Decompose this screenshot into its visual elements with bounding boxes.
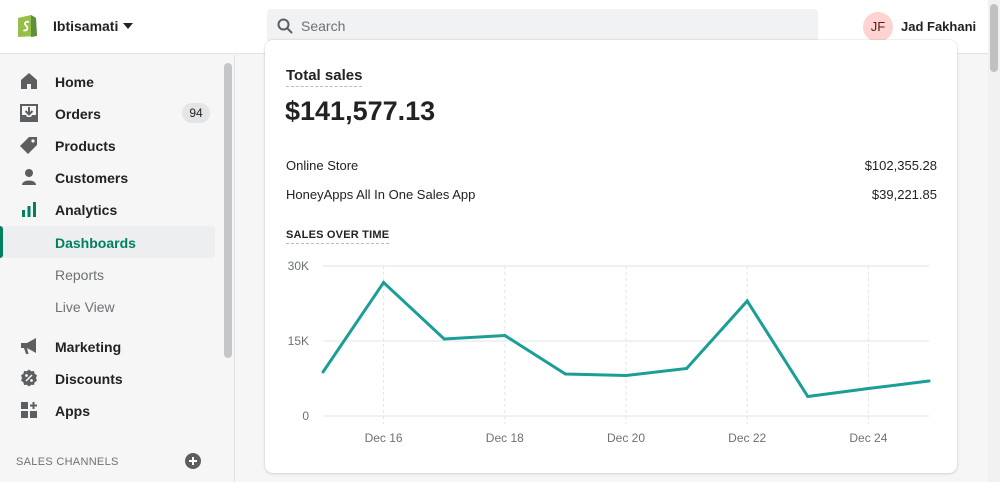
x-tick-label: Dec 24: [849, 431, 887, 445]
bar-chart-icon: [22, 202, 36, 217]
apps-icon: [21, 402, 37, 418]
sidebar-item-label: Home: [55, 74, 94, 90]
data-point: [321, 370, 325, 374]
top-bar: Ibtisamati JF Jad Fakhani: [0, 0, 1000, 54]
sidebar-item-discounts[interactable]: Discounts: [0, 362, 222, 394]
sidebar-item-home[interactable]: Home: [0, 65, 222, 97]
y-tick-label: 30K: [288, 259, 309, 273]
discount-icon: [21, 369, 37, 387]
sidebar-item-label: Products: [55, 138, 116, 154]
sidebar-item-live-view[interactable]: Live View: [0, 290, 222, 322]
sidebar-item-label: Live View: [55, 299, 115, 315]
page-scrollbar-thumb[interactable]: [990, 4, 998, 72]
data-point: [927, 379, 931, 383]
user-name[interactable]: Jad Fakhani: [901, 19, 977, 34]
sidebar-item-analytics[interactable]: Analytics: [0, 193, 222, 225]
orders-count-badge: 94: [182, 103, 210, 123]
shopify-logo-icon[interactable]: [15, 11, 39, 39]
home-icon: [21, 73, 37, 89]
breakdown-label: HoneyApps All In One Sales App: [286, 187, 476, 202]
total-sales-card: Total sales $141,577.13 Online Store $10…: [265, 40, 957, 473]
sidebar-item-dashboards[interactable]: Dashboards: [0, 226, 215, 258]
sales-over-time-chart: 30K 15K 0 Dec 16 Dec 18 Dec 20 Dec 22 Dec 24: [288, 259, 931, 445]
y-tick-label: 0: [302, 409, 309, 423]
data-point: [624, 374, 628, 377]
avatar[interactable]: JF: [863, 12, 893, 42]
store-name[interactable]: Ibtisamati: [53, 18, 119, 34]
sidebar-item-label: Discounts: [55, 371, 123, 387]
search-bar[interactable]: [267, 9, 818, 43]
total-sales-value: $141,577.13: [285, 96, 436, 126]
sidebar-item-label: Orders: [55, 106, 101, 122]
data-point: [442, 337, 446, 341]
add-circle-icon[interactable]: [185, 453, 201, 469]
breakdown-value: $102,355.28: [864, 158, 937, 173]
orders-icon: [20, 104, 38, 122]
x-tick-label: Dec 16: [365, 431, 403, 445]
breakdown-label: Online Store: [286, 158, 359, 173]
x-tick-label: Dec 18: [486, 431, 524, 445]
x-tick-label: Dec 20: [607, 431, 645, 445]
sidebar-item-label: Marketing: [55, 339, 122, 355]
sidebar-item-products[interactable]: Products: [0, 129, 222, 161]
page-scrollbar[interactable]: [988, 0, 1000, 482]
y-tick-label: 15K: [288, 334, 309, 348]
sales-over-time-title[interactable]: SALES OVER TIME: [286, 229, 390, 244]
sales-channels-heading: SALES CHANNELS: [16, 456, 119, 468]
sidebar-item-label: Dashboards: [55, 235, 136, 251]
data-point: [866, 387, 870, 390]
sidebar-item-reports[interactable]: Reports: [0, 258, 222, 290]
data-point: [382, 281, 386, 284]
megaphone-icon: [21, 338, 36, 354]
sidebar: Home Orders 94 Products Customers Analyt…: [0, 55, 235, 482]
person-icon: [22, 169, 36, 185]
search-input[interactable]: [301, 9, 801, 43]
sidebar-item-label: Analytics: [55, 202, 118, 218]
sidebar-item-label: Apps: [55, 403, 90, 419]
data-point: [806, 395, 810, 398]
breakdown-value: $39,221.85: [871, 187, 937, 202]
sidebar-item-customers[interactable]: Customers: [0, 161, 222, 193]
sidebar-item-marketing[interactable]: Marketing: [0, 330, 222, 362]
data-point: [685, 367, 689, 370]
card-title[interactable]: Total sales: [286, 67, 363, 87]
chevron-down-icon[interactable]: [123, 23, 133, 29]
x-tick-label: Dec 22: [728, 431, 766, 445]
tag-icon: [20, 137, 37, 154]
sidebar-item-label: Customers: [55, 170, 129, 186]
search-icon: [277, 18, 293, 34]
active-indicator: [0, 226, 3, 258]
data-point: [503, 334, 507, 337]
sidebar-item-apps[interactable]: Apps: [0, 394, 222, 426]
sidebar-item-label: Reports: [55, 267, 105, 283]
sidebar-item-orders[interactable]: Orders 94: [0, 97, 222, 129]
data-point: [745, 299, 749, 303]
sidebar-scrollbar[interactable]: [224, 63, 232, 358]
data-point: [563, 372, 567, 376]
